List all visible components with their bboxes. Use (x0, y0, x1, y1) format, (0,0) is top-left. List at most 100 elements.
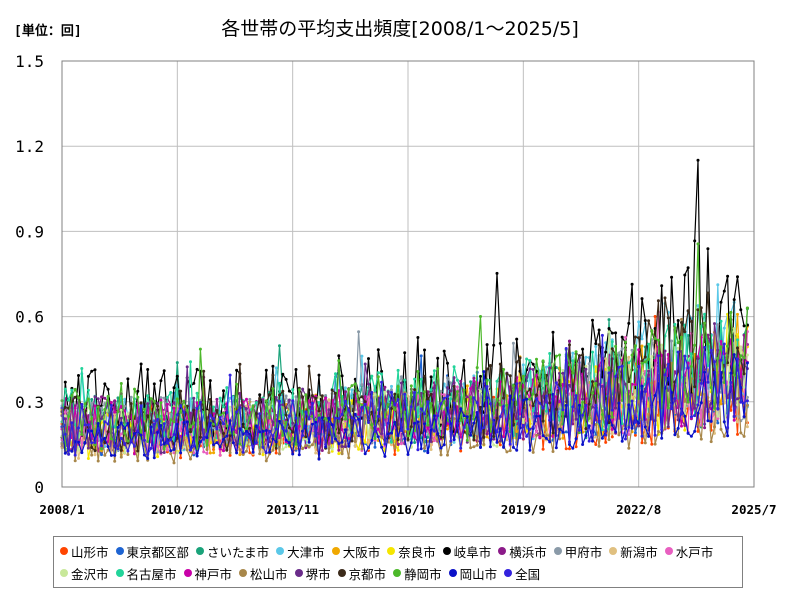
data-point (742, 333, 746, 337)
data-point (287, 441, 291, 445)
data-point (600, 436, 604, 440)
legend-label: さいたま市 (207, 544, 270, 560)
data-point (126, 412, 130, 416)
data-point (653, 394, 657, 397)
data-point (129, 395, 133, 399)
data-point (535, 414, 538, 418)
data-point (627, 446, 631, 450)
data-point (393, 453, 397, 456)
data-point (208, 451, 212, 455)
data-point (350, 384, 354, 388)
data-point (307, 364, 311, 368)
data-point (544, 409, 548, 413)
data-point (133, 452, 136, 456)
data-point (393, 408, 397, 412)
data-point (304, 393, 308, 397)
data-point (581, 443, 585, 446)
data-point (83, 402, 87, 406)
data-point (535, 373, 538, 377)
data-point (340, 428, 344, 432)
data-point (670, 339, 674, 343)
data-point (103, 408, 107, 412)
data-point (591, 405, 594, 409)
data-point (581, 400, 585, 404)
data-point (109, 403, 113, 407)
data-point (505, 426, 509, 430)
data-point (568, 383, 571, 387)
data-point (307, 445, 311, 449)
data-point (502, 396, 506, 400)
data-point (175, 451, 179, 455)
data-point (521, 398, 525, 402)
data-point (80, 432, 84, 436)
data-point (742, 415, 746, 419)
data-point (109, 401, 113, 404)
data-point (347, 430, 351, 434)
data-point (119, 455, 123, 459)
x-tick-label: 2008/1 (39, 502, 84, 517)
data-point (152, 422, 156, 426)
data-point (452, 440, 456, 444)
data-point (568, 363, 571, 367)
data-point (238, 427, 242, 431)
data-point (294, 395, 298, 399)
data-point (574, 417, 578, 421)
data-point (429, 402, 433, 405)
data-point (614, 430, 618, 434)
data-point (274, 446, 278, 450)
data-point (284, 445, 288, 449)
data-point (548, 418, 552, 422)
data-point (215, 409, 219, 412)
data-point (63, 410, 67, 414)
data-point (192, 381, 196, 385)
data-point (390, 390, 393, 394)
data-point (258, 396, 262, 400)
data-point (502, 368, 506, 371)
data-point (614, 331, 618, 335)
legend-entry: 奈良市 (387, 542, 436, 561)
data-point (689, 352, 693, 356)
data-point (683, 388, 687, 392)
data-point (119, 448, 123, 452)
data-point (189, 448, 192, 452)
data-point (581, 353, 585, 357)
data-point (258, 412, 262, 416)
data-point (386, 432, 390, 436)
data-point (235, 368, 239, 372)
data-point (198, 435, 202, 439)
data-point (235, 382, 239, 386)
legend-entry: 大津市 (276, 542, 325, 561)
data-point (653, 359, 657, 362)
data-point (67, 415, 71, 418)
data-point (587, 439, 591, 443)
data-point (535, 433, 538, 437)
data-point (337, 431, 341, 435)
data-point (185, 448, 189, 452)
legend-marker-icon (60, 569, 68, 577)
x-tick-label: 2013/11 (266, 502, 319, 517)
data-point (568, 343, 571, 347)
data-point (683, 330, 687, 334)
data-point (627, 355, 631, 359)
data-point (86, 397, 90, 401)
data-point (264, 459, 268, 463)
data-point (584, 355, 588, 359)
data-point (614, 375, 618, 378)
data-point (607, 438, 611, 442)
data-point (169, 449, 173, 453)
legend-marker-icon (337, 569, 346, 577)
data-point (77, 374, 80, 377)
data-point (568, 339, 571, 343)
data-point (113, 410, 117, 414)
data-point (179, 451, 183, 455)
data-point (531, 392, 535, 396)
data-point (162, 396, 166, 400)
data-point (485, 425, 489, 429)
data-point (218, 445, 222, 449)
legend-entry: さいたま市 (196, 542, 269, 561)
data-point (745, 425, 749, 429)
data-point (423, 446, 426, 450)
data-point (228, 451, 232, 455)
data-point (673, 322, 677, 326)
data-point (90, 398, 94, 401)
